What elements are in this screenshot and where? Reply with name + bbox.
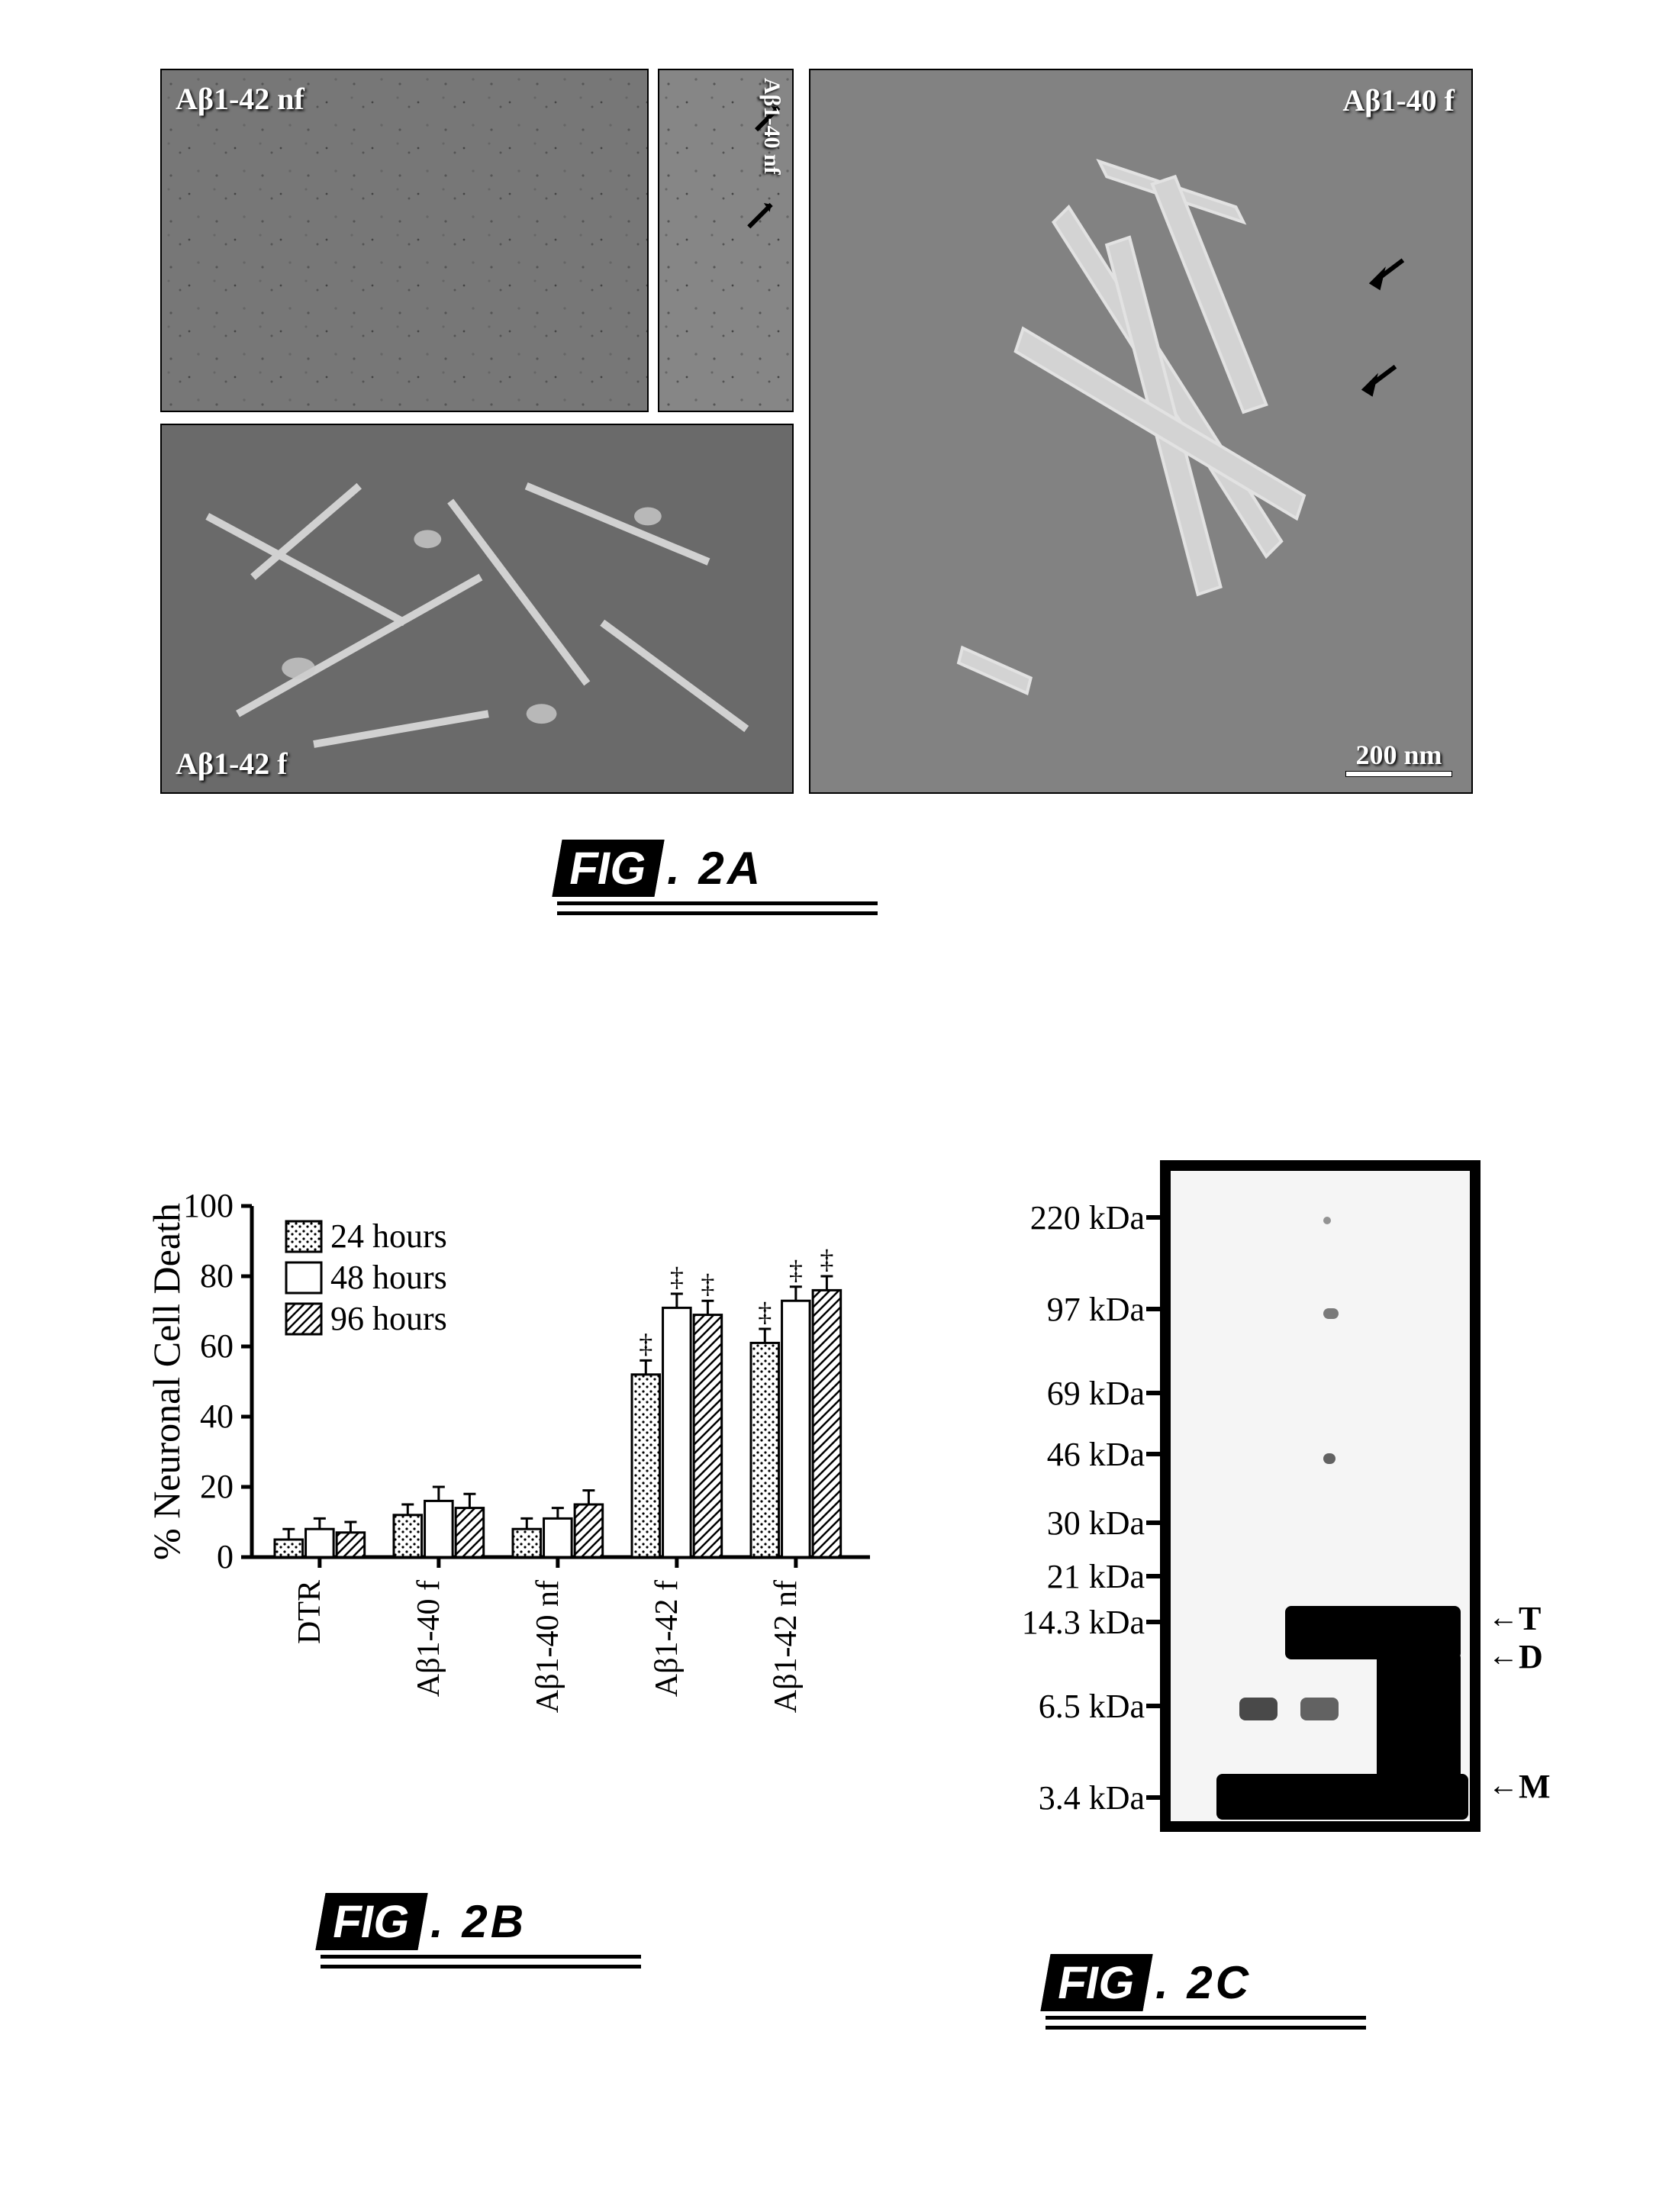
y-tick-label: 60 — [200, 1327, 234, 1365]
legend-label: 24 hours — [330, 1217, 447, 1255]
micrograph-label: Aβ1-42 f — [176, 746, 288, 782]
band-arrow-icon: ← — [1488, 1767, 1519, 1803]
bar — [394, 1515, 422, 1557]
mw-tick — [1146, 1520, 1169, 1525]
micrograph-ab142-f: Aβ1-42 f — [160, 424, 794, 794]
significance-marker: ‡ — [670, 1262, 684, 1292]
band-label: M — [1519, 1767, 1551, 1806]
x-tick-label: Aβ1-42 nf — [768, 1580, 804, 1713]
significance-marker: ‡ — [789, 1255, 803, 1285]
x-tick-label: Aβ1-40 f — [411, 1580, 446, 1697]
micrograph-label: Aβ1-42 nf — [176, 81, 304, 117]
y-tick-label: 80 — [200, 1257, 234, 1295]
figure-label-2b: FIG. 2B — [321, 1893, 641, 1969]
mw-marker-label: 3.4 kDa — [954, 1778, 1145, 1817]
bar — [632, 1375, 660, 1557]
blot-lane-box — [1160, 1160, 1481, 1832]
bar — [813, 1290, 841, 1557]
bar — [337, 1533, 365, 1557]
panel-a-top-row: Aβ1-42 nf Aβ1-40 nf — [160, 69, 794, 412]
band-label: T — [1519, 1599, 1541, 1638]
mw-marker-label: 97 kDa — [954, 1290, 1145, 1329]
bar — [575, 1504, 603, 1557]
mw-tick — [1146, 1574, 1169, 1578]
figure-2a-panel: Aβ1-42 nf Aβ1-40 nf — [160, 69, 1473, 794]
bar — [513, 1529, 541, 1557]
y-tick-label: 100 — [183, 1187, 234, 1224]
mw-tick — [1146, 1620, 1169, 1624]
blot-band — [1377, 1652, 1461, 1782]
band-label: D — [1519, 1637, 1543, 1676]
mw-tick — [1146, 1795, 1169, 1800]
legend-label: 96 hours — [330, 1300, 447, 1337]
legend-swatch — [286, 1262, 321, 1293]
significance-marker: ‡ — [820, 1244, 833, 1275]
figure-2c-blot: 220 kDa 97 kDa 69 kDa 46 kDa 30 kDa 21 kDa 14.… — [954, 1145, 1526, 1893]
mw-marker-label: 21 kDa — [954, 1557, 1145, 1596]
micrograph-ab142-nf: Aβ1-42 nf — [160, 69, 649, 412]
mw-tick — [1146, 1391, 1169, 1395]
blot-band — [1323, 1217, 1331, 1224]
legend-swatch — [286, 1304, 321, 1334]
y-tick-label: 20 — [200, 1468, 234, 1505]
bar — [694, 1315, 722, 1557]
micrograph-ab140-nf: Aβ1-40 nf — [658, 69, 794, 412]
mw-tick — [1146, 1307, 1169, 1311]
bar — [275, 1540, 303, 1557]
bar — [663, 1308, 691, 1557]
band-arrow-icon: ← — [1488, 1637, 1519, 1673]
bar — [782, 1301, 810, 1557]
legend-swatch — [286, 1221, 321, 1252]
micrograph-label: Aβ1-40 f — [1342, 82, 1455, 118]
bar-chart-svg: 0 20 40 60 80 100 % Neuronal Cell Death 24 ho… — [137, 1168, 908, 1817]
panel-a-left-column: Aβ1-42 nf Aβ1-40 nf — [160, 69, 794, 794]
y-tick-label: 0 — [217, 1538, 234, 1575]
figure-2b-chart: 0 20 40 60 80 100 % Neuronal Cell Death 24 ho… — [137, 1168, 908, 1817]
significance-marker: ‡ — [701, 1269, 714, 1299]
bar — [456, 1508, 484, 1557]
x-tick-label: Aβ1-42 f — [649, 1580, 685, 1697]
figure-label-2c: FIG. 2C — [1046, 1954, 1366, 2030]
band-arrow-icon: ← — [1488, 1599, 1519, 1635]
bar — [306, 1529, 334, 1557]
significance-marker: ‡ — [639, 1328, 652, 1359]
micrograph-label: Aβ1-40 nf — [759, 78, 785, 175]
micrograph-ab140-f: Aβ1-40 f 200 nm — [809, 69, 1473, 794]
mw-tick — [1146, 1704, 1169, 1708]
bar — [425, 1501, 453, 1557]
figure-label-2a: FIG. 2A — [557, 840, 878, 915]
mw-marker-label: 14.3 kDa — [954, 1603, 1145, 1642]
blot-band — [1300, 1698, 1339, 1720]
mw-tick — [1146, 1452, 1169, 1456]
scale-bar-text: 200 nm — [1355, 739, 1442, 771]
blot-band — [1323, 1453, 1336, 1464]
significance-marker: ‡ — [758, 1297, 772, 1327]
y-tick-label: 40 — [200, 1398, 234, 1435]
x-tick-label: Aβ1-40 nf — [530, 1580, 565, 1713]
mw-tick — [1146, 1215, 1169, 1220]
bar — [544, 1518, 572, 1557]
mw-marker-label: 220 kDa — [954, 1198, 1145, 1237]
scale-bar: 200 nm — [1345, 736, 1452, 777]
scale-bar-line — [1345, 771, 1452, 777]
x-tick-label: DTR — [292, 1580, 327, 1644]
blot-band — [1239, 1698, 1278, 1720]
bar — [751, 1343, 779, 1557]
blot-band — [1323, 1308, 1339, 1319]
mw-marker-label: 6.5 kDa — [954, 1687, 1145, 1726]
mw-marker-label: 69 kDa — [954, 1374, 1145, 1413]
legend-label: 48 hours — [330, 1259, 447, 1296]
mw-marker-label: 46 kDa — [954, 1435, 1145, 1474]
mw-marker-label: 30 kDa — [954, 1504, 1145, 1543]
y-axis-title: % Neuronal Cell Death — [145, 1203, 188, 1560]
